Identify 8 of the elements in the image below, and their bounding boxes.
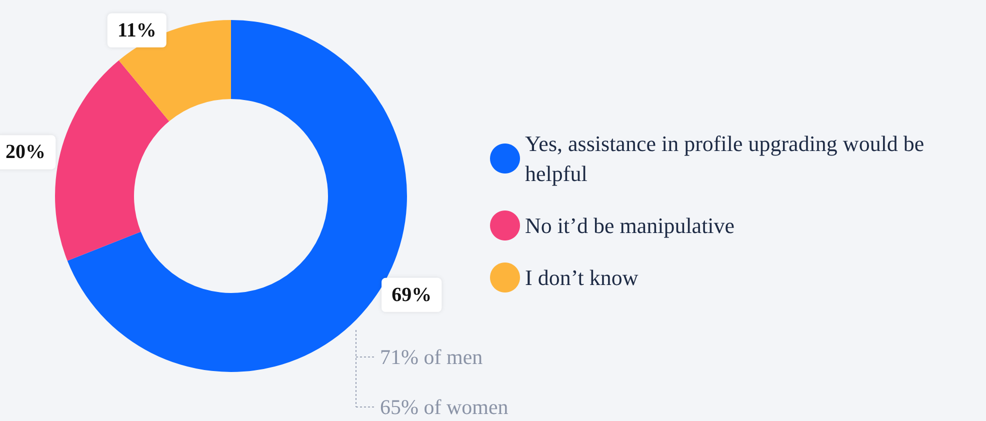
text: 71% of men	[380, 345, 484, 369]
data-label: 69%	[392, 284, 432, 306]
legend-label: Yes, assistance in profile upgrading would be helpful	[525, 131, 930, 186]
text: 65% of women	[380, 395, 509, 419]
legend-label: No it’d be manipulative	[525, 213, 735, 238]
data-label: 20%	[6, 141, 46, 164]
legend-label: I don’t know	[525, 265, 638, 290]
data-label: 11%	[117, 19, 156, 42]
